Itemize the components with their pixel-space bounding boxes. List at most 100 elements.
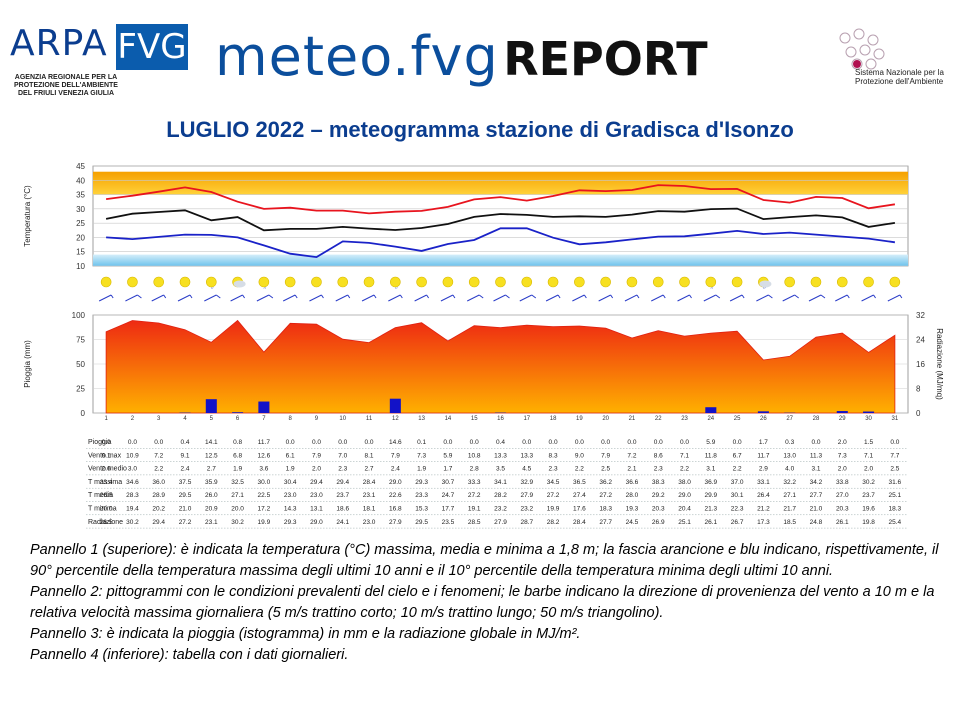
table-cell: 20.0 bbox=[100, 506, 113, 513]
table-cell: 20.2 bbox=[152, 506, 165, 513]
table-cell: 25.1 bbox=[889, 492, 902, 499]
table-cell: 9.0 bbox=[575, 452, 584, 459]
table-cell: 28.2 bbox=[547, 519, 560, 526]
table-cell: 2.1 bbox=[627, 466, 636, 473]
table-cell: 30.0 bbox=[258, 479, 271, 486]
temperature-panel: 10 15 20 25 30 35 40 45 Temperatura (°C) bbox=[23, 162, 909, 271]
table-cell: 28.7 bbox=[520, 519, 533, 526]
wind-barb-shaft bbox=[309, 294, 322, 302]
table-cell: 32.5 bbox=[231, 479, 244, 486]
sun-icon bbox=[100, 276, 112, 288]
table-cell: 14.6 bbox=[389, 439, 402, 446]
report-title: meteo.fvg REPORT bbox=[215, 22, 708, 92]
table-cell: 22.3 bbox=[731, 506, 744, 513]
table-cell: 34.1 bbox=[494, 479, 507, 486]
day-tick-label: 23 bbox=[681, 416, 688, 422]
wind-barb-tick bbox=[531, 294, 537, 299]
table-cell: 27.9 bbox=[389, 519, 402, 526]
table-cell: 2.0 bbox=[864, 466, 873, 473]
table-cell: 2.2 bbox=[680, 466, 689, 473]
wind-barb-shaft bbox=[677, 294, 690, 302]
sun-icon bbox=[206, 276, 217, 288]
table-cell: 0.0 bbox=[338, 439, 347, 446]
sun-icon bbox=[600, 276, 611, 288]
wind-barb-shaft bbox=[651, 294, 664, 302]
table-cell: 21.0 bbox=[179, 506, 192, 513]
wind-barb-tick bbox=[189, 294, 193, 299]
table-cell: 0.0 bbox=[627, 439, 636, 446]
wind-barb-tick bbox=[899, 294, 903, 299]
sun-icon bbox=[574, 276, 585, 288]
tmin-line bbox=[106, 227, 896, 259]
table-cell: 0.0 bbox=[365, 439, 374, 446]
table-cell: 24.5 bbox=[626, 519, 639, 526]
day-tick-label: 17 bbox=[523, 416, 530, 422]
table-cell: 7.9 bbox=[312, 452, 321, 459]
temp-tick-label: 25 bbox=[76, 219, 85, 228]
wind-barb-shaft bbox=[256, 294, 270, 302]
table-row-label: T media bbox=[88, 492, 113, 499]
table-cell: 7.9 bbox=[601, 452, 610, 459]
table-cell: 32.2 bbox=[783, 479, 796, 486]
table-cell: 27.2 bbox=[468, 492, 481, 499]
table-cell: 2.3 bbox=[338, 466, 347, 473]
day-tick-label: 30 bbox=[865, 416, 872, 422]
table-cell: 29.4 bbox=[310, 479, 323, 486]
temp-tick-label: 20 bbox=[76, 233, 85, 242]
table-cell: 12.5 bbox=[205, 452, 218, 459]
table-cell: 19.6 bbox=[862, 506, 875, 513]
table-cell: 19.8 bbox=[862, 519, 875, 526]
table-cell: 21.7 bbox=[783, 506, 796, 513]
wind-barb-shaft bbox=[782, 294, 795, 302]
wind-barb-tick bbox=[768, 294, 773, 299]
radiation-area bbox=[105, 319, 896, 414]
table-cell: 23.7 bbox=[336, 492, 349, 499]
wind-barb-shaft bbox=[624, 294, 638, 302]
wind-barb-shaft bbox=[282, 294, 296, 302]
wind-barb-tick bbox=[557, 294, 561, 299]
radiation-tick-label: 32 bbox=[916, 311, 925, 320]
table-cell: 20.4 bbox=[678, 506, 691, 513]
snpa-logo: Sistema Nazionale per la Protezione dell… bbox=[835, 28, 945, 94]
table-cell: 23.0 bbox=[363, 519, 376, 526]
table-cell: 29.2 bbox=[652, 492, 665, 499]
table-cell: 27.1 bbox=[783, 492, 796, 499]
rain-axis-title: Pioggia (mm) bbox=[23, 340, 32, 388]
day-tick-label: 19 bbox=[576, 416, 583, 422]
rain-tick-label: 50 bbox=[76, 360, 85, 369]
wind-barb-shaft bbox=[493, 294, 506, 302]
cloud-icon bbox=[759, 280, 772, 288]
table-cell: 37.5 bbox=[179, 479, 192, 486]
day-tick-label: 24 bbox=[707, 416, 714, 422]
day-tick-label: 9 bbox=[315, 416, 319, 422]
sun-icon bbox=[153, 276, 165, 288]
caption-panel-4: Pannello 4 (inferiore): tabella con i da… bbox=[30, 647, 349, 663]
wind-barb-shaft bbox=[808, 294, 822, 302]
wind-barb-tick bbox=[715, 294, 721, 299]
wind-barb-tick bbox=[873, 294, 876, 299]
day-tick-label: 12 bbox=[392, 416, 399, 422]
table-cell: 1.7 bbox=[443, 466, 452, 473]
caption-panel-3: Pannello 3: è indicata la pioggia (istog… bbox=[30, 626, 581, 642]
rain-drops-icon: ′′ bbox=[395, 287, 398, 294]
sun-icon bbox=[547, 276, 559, 288]
table-cell: 36.2 bbox=[599, 479, 612, 486]
table-cell: 23.3 bbox=[415, 492, 428, 499]
rain-tick-label: 75 bbox=[76, 336, 85, 345]
day-tick-label: 14 bbox=[445, 416, 452, 422]
table-row-label: Vento max bbox=[88, 452, 122, 459]
table-cell: 25.4 bbox=[889, 519, 902, 526]
wind-barb-shaft bbox=[361, 294, 375, 302]
table-cell: 2.7 bbox=[365, 466, 374, 473]
wind-barb-tick bbox=[741, 294, 745, 299]
table-cell: 1.7 bbox=[759, 439, 768, 446]
temperature-axis-title: Temperatura (°C) bbox=[23, 185, 32, 247]
wind-barb-shaft bbox=[756, 294, 769, 302]
sun-icon bbox=[521, 276, 533, 288]
temp-tick-label: 45 bbox=[76, 162, 85, 171]
table-cell: 36.6 bbox=[626, 479, 639, 486]
day-tick-label: 18 bbox=[550, 416, 557, 422]
table-cell: 2.8 bbox=[470, 466, 479, 473]
cloud-icon bbox=[233, 280, 246, 288]
